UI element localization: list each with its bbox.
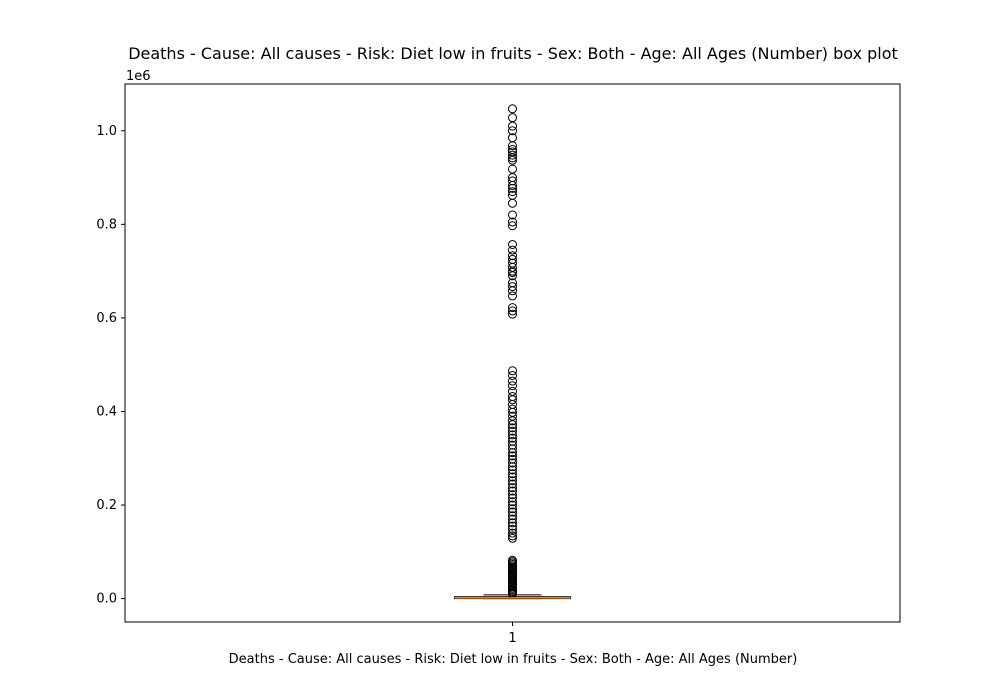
outlier-point: [508, 210, 517, 220]
x-tick-label: 1: [508, 631, 516, 646]
outlier-point: [508, 521, 517, 531]
outlier-point: [508, 268, 517, 278]
outlier-point: [508, 469, 517, 479]
outlier-point: [508, 306, 517, 316]
outlier-point: [508, 366, 517, 376]
outlier-point: [508, 524, 517, 534]
outlier-point: [508, 217, 517, 227]
outlier-point: [508, 381, 517, 391]
outlier-point: [508, 476, 517, 486]
outlier-point: [508, 454, 517, 464]
outlier-point: [508, 500, 517, 510]
outlier-point: [508, 271, 517, 281]
y-tick-label: 0.0: [96, 592, 117, 607]
outlier-point: [508, 497, 517, 507]
outlier-point: [508, 376, 517, 386]
y-tick-label: 0.8: [96, 217, 117, 232]
outlier-point: [508, 433, 517, 443]
y-tick-label: 0.6: [96, 311, 117, 326]
outlier-point: [508, 370, 517, 380]
y-axis: 0.0 0.2 0.4 0.6 0.8 1.0: [96, 124, 125, 607]
outlier-point: [508, 187, 517, 197]
outlier-point: [508, 251, 517, 261]
outlier-point: [508, 198, 517, 208]
outlier-point: [508, 183, 517, 193]
x-axis: 1: [508, 622, 517, 646]
outlier-point: [508, 423, 517, 433]
outlier-points: [508, 104, 517, 599]
outlier-point: [508, 479, 517, 489]
outlier-point: [508, 155, 517, 165]
outlier-point: [508, 486, 517, 496]
outlier-point: [508, 150, 517, 160]
outlier-point: [508, 430, 517, 440]
outlier-point: [508, 164, 517, 174]
outlier-point: [508, 221, 517, 231]
outlier-point: [508, 448, 517, 458]
outlier-point: [508, 518, 517, 528]
outlier-point: [508, 458, 517, 468]
outlier-point: [508, 507, 517, 517]
outlier-point: [508, 141, 517, 151]
outlier-point: [508, 416, 517, 426]
chart-title: Deaths - Cause: All causes - Risk: Diet …: [128, 44, 898, 63]
y-tick-label: 1.0: [96, 124, 117, 139]
outlier-point: [508, 472, 517, 482]
outlier-point: [508, 451, 517, 461]
outlier-point: [508, 420, 517, 430]
x-axis-label: Deaths - Cause: All causes - Risk: Diet …: [229, 652, 798, 667]
outlier-point: [508, 395, 517, 405]
outlier-point: [508, 436, 517, 446]
outlier-point: [508, 121, 517, 131]
outlier-point: [508, 404, 517, 414]
box-element: [454, 594, 571, 600]
outlier-point: [508, 113, 517, 123]
outlier-point: [508, 528, 517, 538]
outlier-point: [508, 533, 517, 543]
outlier-point: [508, 514, 517, 524]
outlier-point: [508, 426, 517, 436]
outlier-point: [508, 440, 517, 450]
outlier-point: [508, 282, 517, 292]
outlier-point: [508, 153, 517, 163]
y-tick-label: 0.4: [96, 404, 117, 419]
outlier-point: [508, 483, 517, 493]
outlier-point: [508, 462, 517, 472]
y-tick-label: 0.2: [96, 498, 117, 513]
outlier-point: [508, 104, 517, 114]
outlier-point: [508, 465, 517, 475]
outlier-point: [508, 399, 517, 409]
outlier-point: [508, 286, 517, 296]
outlier-point: [508, 504, 517, 514]
outlier-point: [508, 303, 517, 313]
outlier-point: [508, 126, 517, 136]
outlier-point: [508, 181, 517, 191]
outlier-point: [508, 245, 517, 255]
outlier-point: [508, 531, 517, 541]
outlier-point: [508, 493, 517, 503]
outlier-point: [508, 511, 517, 521]
outlier-point: [508, 309, 517, 319]
outlier-point: [508, 444, 517, 454]
outlier-point: [508, 291, 517, 301]
outlier-point: [508, 239, 517, 249]
outlier-point: [508, 490, 517, 500]
y-offset-label: 1e6: [126, 69, 151, 84]
outlier-point: [508, 176, 517, 186]
